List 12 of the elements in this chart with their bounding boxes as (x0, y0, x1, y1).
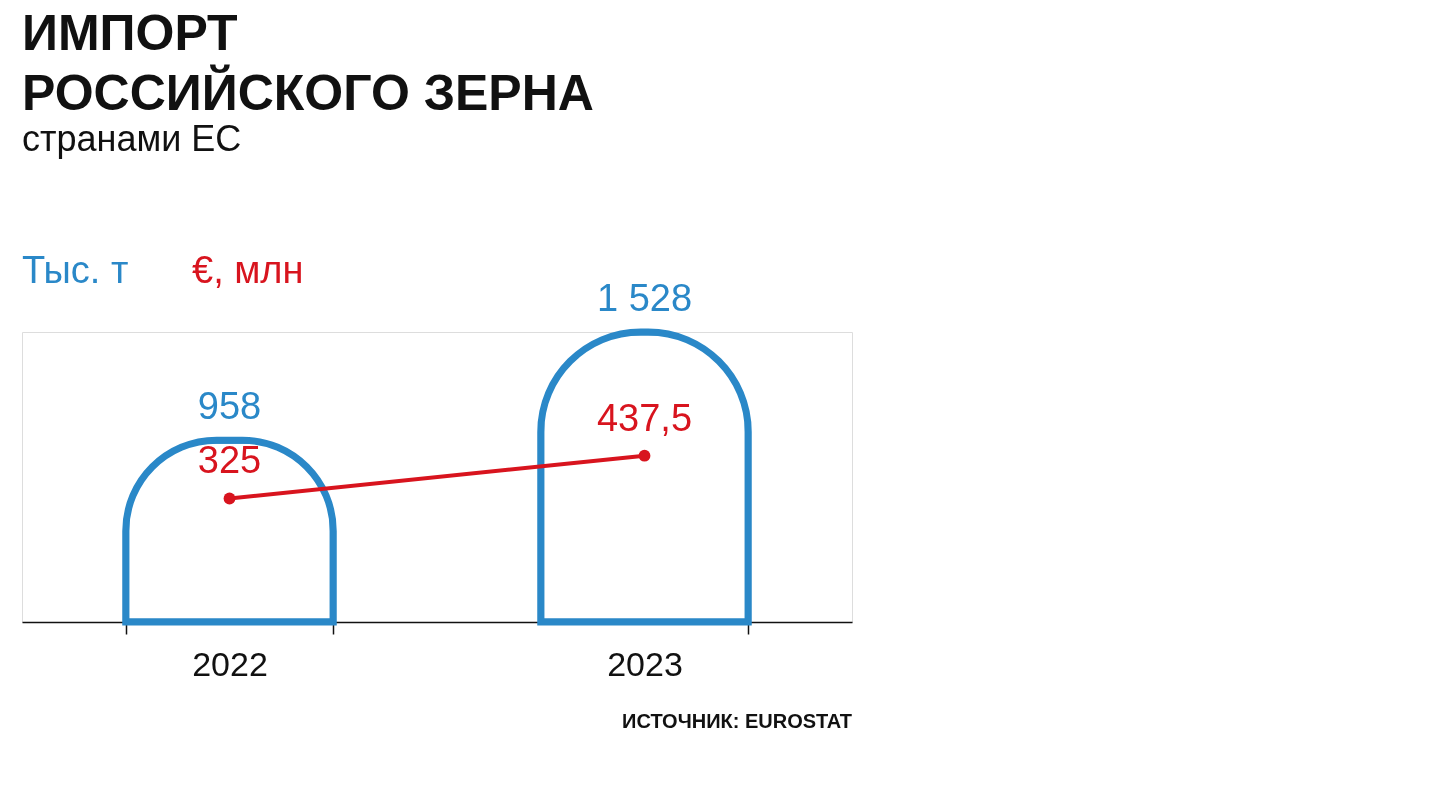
x-tick-label: 2022 (192, 644, 268, 683)
data-label: 958 (197, 385, 262, 428)
text: Тыс. т (22, 249, 129, 291)
text: ИСТОЧНИК: EUROSTAT (622, 710, 852, 732)
data-label: 437,5 (596, 396, 693, 439)
chart-subtitle: странами ЕС (22, 118, 242, 159)
x-tick-label: 2023 (607, 644, 683, 683)
data-label: 325 (197, 439, 262, 482)
text: ИМПОРТ (22, 5, 238, 61)
text: €, млн (192, 249, 304, 291)
data-label: 1 528 (596, 277, 693, 319)
text: РОССИЙСКОГО ЗЕРНА (22, 65, 594, 121)
